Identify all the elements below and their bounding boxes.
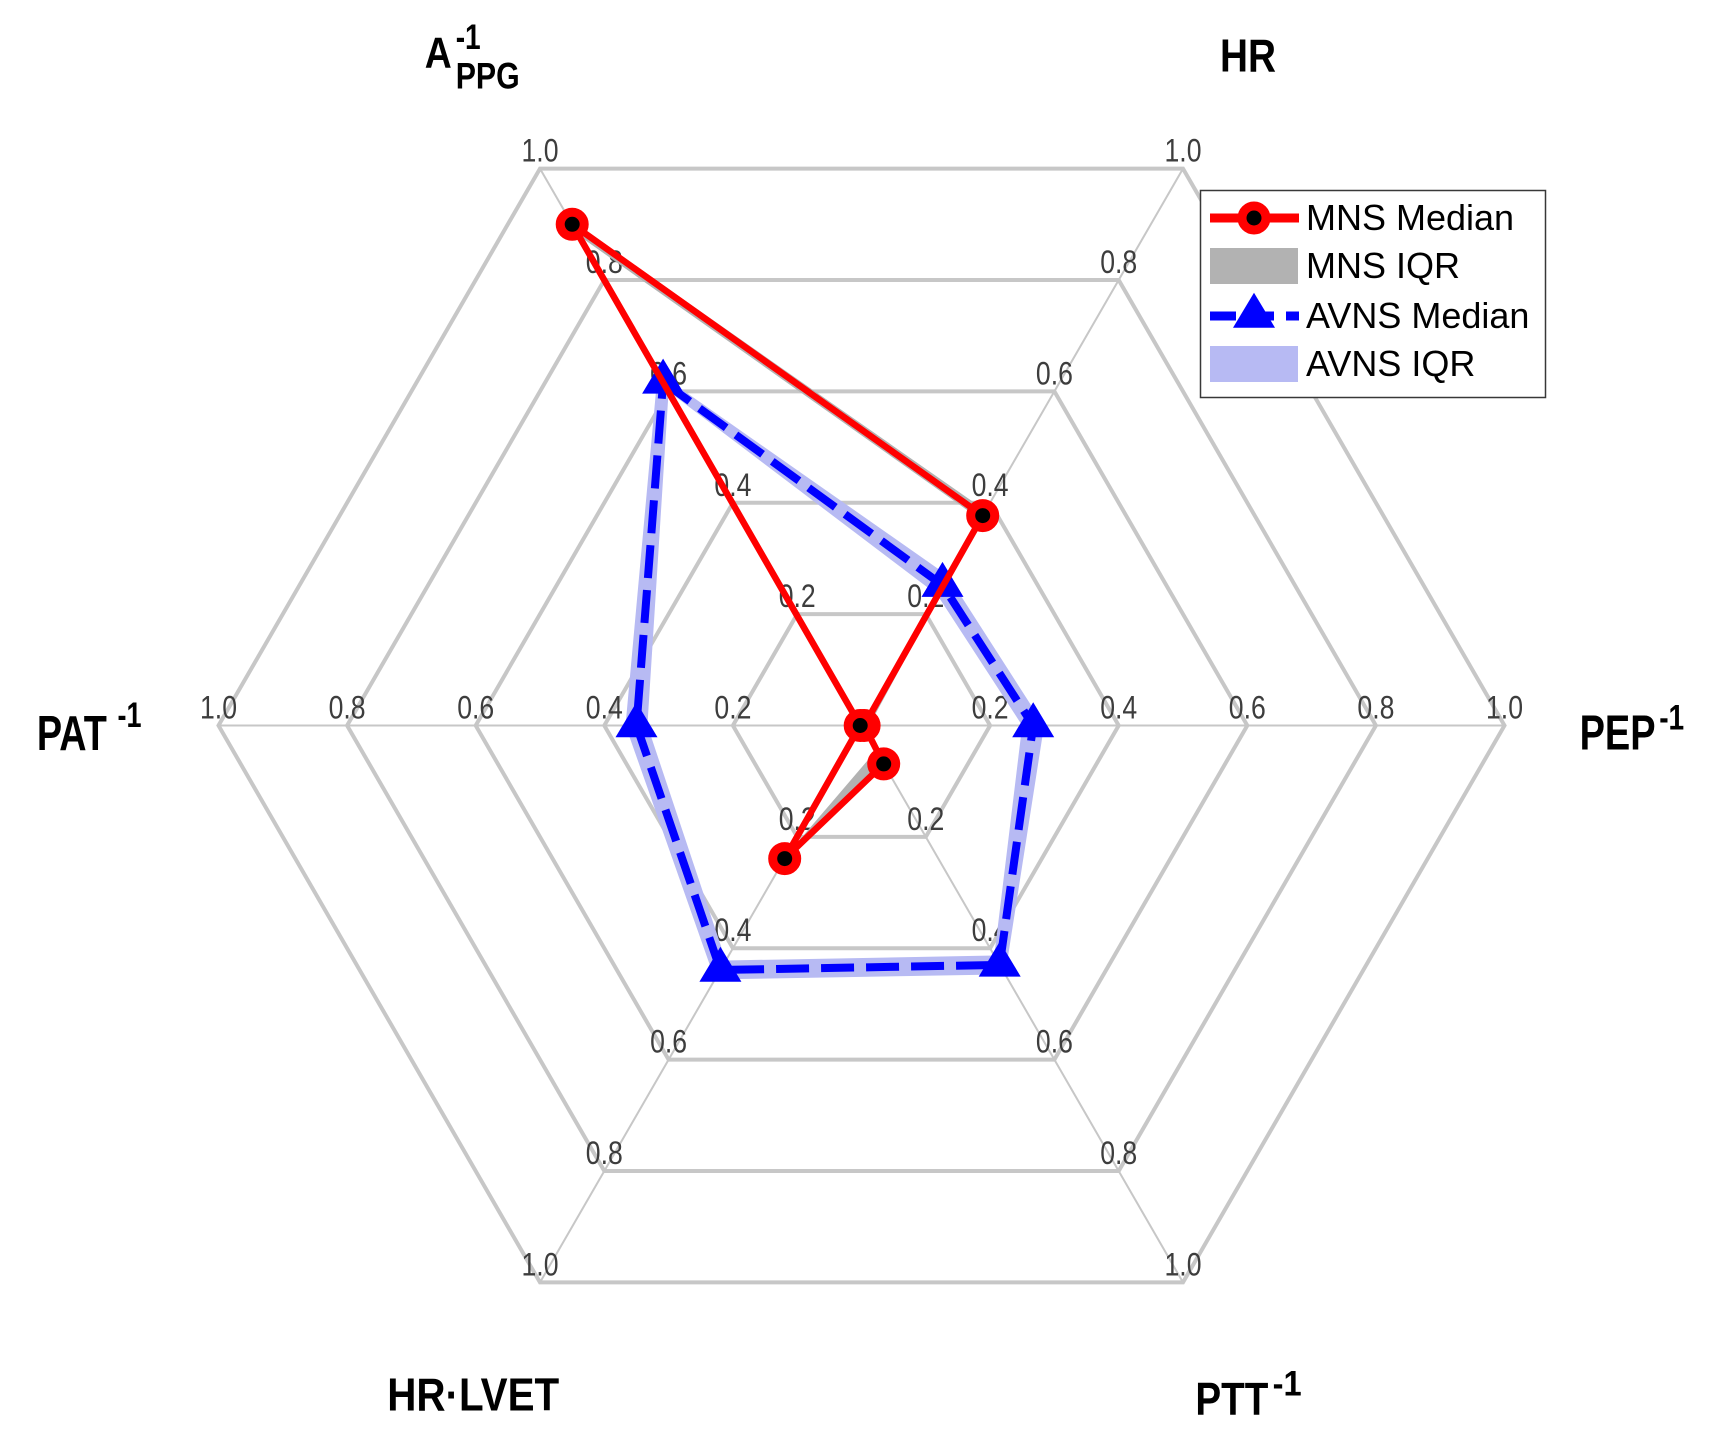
svg-text:-1: -1: [118, 696, 142, 735]
svg-text:0.8: 0.8: [1100, 244, 1137, 280]
svg-text:AVNS Median: AVNS Median: [1306, 295, 1529, 336]
svg-text:PTT: PTT: [1195, 1373, 1268, 1425]
svg-text:0.2: 0.2: [972, 690, 1009, 726]
svg-text:1.0: 1.0: [522, 1246, 559, 1282]
svg-text:0.6: 0.6: [1036, 1024, 1073, 1060]
svg-text:MNS IQR: MNS IQR: [1306, 245, 1460, 286]
svg-text:0.4: 0.4: [714, 912, 751, 948]
svg-text:1.0: 1.0: [200, 690, 237, 726]
svg-text:0.8: 0.8: [586, 1135, 623, 1171]
svg-text:0.4: 0.4: [586, 690, 623, 726]
svg-text:A: A: [425, 28, 452, 77]
svg-text:AVNS IQR: AVNS IQR: [1306, 343, 1475, 384]
svg-text:1.0: 1.0: [1486, 690, 1523, 726]
svg-text:0.8: 0.8: [1100, 1135, 1137, 1171]
svg-text:HR·LVET: HR·LVET: [387, 1369, 559, 1421]
svg-text:1.0: 1.0: [1165, 1246, 1202, 1282]
svg-text:1.0: 1.0: [522, 133, 559, 169]
svg-text:-1: -1: [1659, 699, 1684, 738]
svg-text:0.8: 0.8: [1357, 690, 1394, 726]
svg-text:1.0: 1.0: [1165, 133, 1202, 169]
svg-text:0.6: 0.6: [650, 1024, 687, 1060]
svg-text:0.2: 0.2: [907, 801, 944, 837]
svg-text:PEP: PEP: [1580, 707, 1656, 761]
svg-text:0.2: 0.2: [714, 690, 751, 726]
svg-text:-1: -1: [1273, 1364, 1302, 1403]
svg-text:HR: HR: [1220, 29, 1276, 81]
svg-text:0.4: 0.4: [972, 467, 1009, 503]
svg-text:0.8: 0.8: [329, 690, 366, 726]
svg-text:PAT: PAT: [37, 707, 107, 761]
svg-text:0.6: 0.6: [1229, 690, 1266, 726]
svg-text:PPG: PPG: [456, 56, 520, 97]
svg-text:-1: -1: [456, 18, 481, 57]
svg-text:0.4: 0.4: [1100, 690, 1137, 726]
svg-text:0.6: 0.6: [1036, 355, 1073, 391]
svg-text:0.6: 0.6: [457, 690, 494, 726]
svg-text:MNS Median: MNS Median: [1306, 197, 1514, 238]
